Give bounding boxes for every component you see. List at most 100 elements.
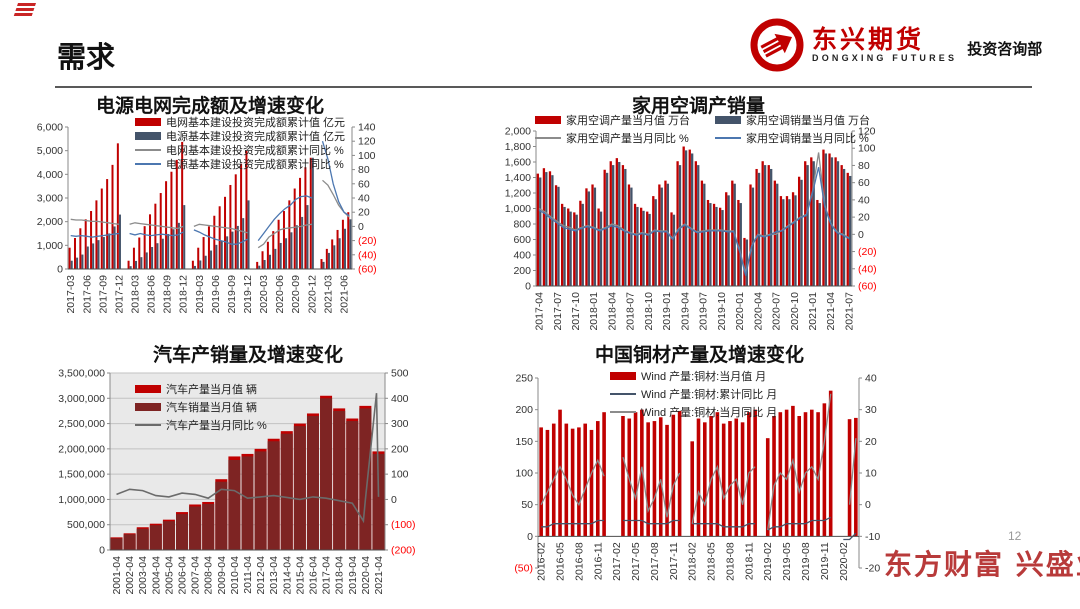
legend-item: 电源基本建设投资完成额累计同比 % (135, 157, 345, 171)
right-axis-tick: (60) (358, 264, 377, 276)
legend-line-swatch (135, 148, 161, 151)
x-axis-tick: 2019-01 (661, 292, 673, 331)
right-axis-tick: 60 (358, 178, 370, 190)
legend-line-swatch (135, 162, 161, 165)
legend-bar-swatch (535, 115, 561, 124)
x-axis-tick: 2018-01 (588, 292, 600, 331)
legend-bar-swatch (135, 131, 161, 140)
x-axis-tick: 2021-03 (322, 275, 334, 314)
legend-line-swatch (610, 392, 636, 395)
left-axis-tick: 0 (99, 545, 105, 557)
x-axis-tick: 2010-04 (229, 556, 241, 595)
x-axis-tick: 2020-07 (771, 292, 783, 331)
chart-air-conditioner: 家用空调产销量 家用空调产量当月值 万台 家用空调销量当月值 万台 家用空调产量当月… (490, 91, 935, 338)
legend-label: 汽车产量当月值 辆 (166, 383, 258, 396)
right-axis-tick: 500 (391, 368, 409, 380)
watermark: 东方财富 兴盛业原 (884, 548, 1080, 581)
x-axis-tick: 2019-12 (242, 275, 254, 314)
left-axis-tick: 2,000 (37, 216, 63, 228)
chart-plot: 2,0001,8001,6001,4001,2001,0008006004002… (505, 126, 877, 331)
header-divider (55, 86, 1032, 88)
right-axis-tick: 40 (858, 194, 870, 206)
chart-legend: 汽车产量当月值 辆汽车销量当月值 辆汽车产量当月同比 % (135, 380, 267, 434)
chart-plot: 6,000 5,000 4,000 3,000 2,000 1,000 0 140 120 100… (37, 122, 377, 314)
legend-label: 家用空调产量当月值 万台 (566, 114, 691, 127)
legend-label: 电网基本建设投资完成额累计同比 % (166, 144, 344, 157)
x-axis-tick: 2018-03 (130, 275, 142, 314)
chart-title: 汽车产销量及增速变化 (152, 345, 343, 366)
chart-plot: 3,500,000 3,000,000 2,500,000 2,000,000 1,50… (58, 368, 416, 595)
x-axis-tick: 2019-02 (762, 542, 774, 581)
left-axis-tick: 3,000 (37, 193, 63, 205)
left-axis-tick: 3,000,000 (58, 393, 105, 405)
legend-bar-swatch (135, 117, 161, 126)
legend-label: 家用空调销量当月值 万台 (746, 114, 871, 127)
left-axis-tick: 1,000,000 (58, 494, 105, 506)
left-axis-tick: 2,000,000 (58, 443, 105, 455)
x-axis-tick: 2017-04 (321, 556, 333, 595)
right-axis-tick: 10 (865, 468, 877, 480)
right-axis-tick: 20 (358, 207, 370, 219)
x-axis-tick: 2018-08 (725, 542, 737, 581)
legend-item: 电网基本建设投资完成额累计同比 % (135, 143, 345, 157)
x-axis-tick: 2021-06 (339, 275, 351, 314)
legend-item: 家用空调产量当月值 万台 (535, 113, 715, 127)
legend-label: 家用空调销量当月同比 % (746, 132, 869, 145)
logo-en: DONGXING FUTURES (812, 53, 958, 63)
x-axis-tick: 2019-05 (781, 542, 793, 581)
right-axis-tick: 80 (358, 164, 370, 176)
chart-power-grid-investment: 电源电网完成额及增速变化 电网基本建设投资完成额累计值 亿元 电源基本建设投资完成… (30, 91, 450, 336)
left-axis-tick: 0 (57, 264, 63, 276)
x-axis-tick: 2012-04 (255, 556, 267, 595)
x-axis-tick: 2019-06 (210, 275, 222, 314)
left-axis-tick: 100 (515, 468, 533, 480)
left-axis-tick: 250 (515, 373, 533, 385)
right-axis-tick: 400 (391, 393, 409, 405)
left-axis-tick: 2,500,000 (58, 418, 105, 430)
legend-item: Wind 产量:铜材:累计同比 月 (610, 385, 777, 402)
right-axis-tick: (20) (858, 246, 877, 258)
left-axis-tick: 0 (525, 281, 531, 293)
x-axis-tick: 2019-03 (194, 275, 206, 314)
legend-item: 汽车产量当月同比 % (135, 416, 267, 433)
x-axis-tick: 2019-07 (698, 292, 710, 331)
legend-label: 电源基本建设投资完成额累计值 亿元 (166, 130, 346, 143)
x-axis-tick: 2017-04 (534, 292, 546, 331)
right-axis-tick: 120 (358, 136, 376, 148)
legend-item: 汽车产量当月值 辆 (135, 380, 267, 397)
right-axis-tick: 60 (858, 177, 870, 189)
legend-item: 家用空调产量当月同比 % (535, 131, 715, 145)
x-axis-tick: 2008-04 (203, 556, 215, 595)
legend-line-swatch (715, 136, 741, 139)
chart-plot: 250200150100500(50)403020100-10-202016-0… (514, 373, 880, 581)
x-axis-tick: 2018-12 (178, 275, 190, 314)
left-axis-tick: 200 (513, 265, 531, 277)
x-axis-tick: 2016-08 (573, 542, 585, 581)
x-axis-tick: 2005-04 (163, 556, 175, 595)
right-axis-tick: 30 (865, 404, 877, 416)
x-axis-tick: 2003-04 (137, 556, 149, 595)
legend-label: 电网基本建设投资完成额累计值 亿元 (166, 116, 346, 129)
x-axis-tick: 2018-09 (162, 275, 174, 314)
legend-label: Wind 产量:铜材:当月同比 月 (641, 406, 778, 419)
x-axis-tick: 2004-04 (150, 556, 162, 595)
legend-label: 家用空调产量当月同比 % (566, 132, 689, 145)
x-axis-tick: 2017-09 (97, 275, 109, 314)
x-axis-tick: 2013-04 (268, 556, 280, 595)
left-axis-tick: 1,500,000 (58, 469, 105, 481)
right-axis-tick: (100) (391, 519, 416, 531)
legend-label: 电源基本建设投资完成额累计同比 % (166, 158, 344, 171)
legend-item: Wind 产量:铜材:当月值 月 (610, 367, 777, 384)
x-axis-tick: 2018-07 (625, 292, 637, 331)
right-axis-tick: 200 (391, 443, 409, 455)
x-axis-tick: 2021-04 (373, 556, 385, 595)
right-axis-tick: 0 (858, 229, 864, 241)
x-axis-tick: 2018-10 (643, 292, 655, 331)
legend-item: 汽车销量当月值 辆 (135, 398, 267, 415)
right-axis-tick: 20 (858, 212, 870, 224)
legend-bar-swatch (610, 371, 636, 380)
x-axis-tick: 2020-02 (838, 542, 850, 581)
right-axis-tick: 0 (865, 499, 871, 511)
right-axis-tick: 300 (391, 418, 409, 430)
right-axis-tick: (60) (858, 281, 877, 293)
